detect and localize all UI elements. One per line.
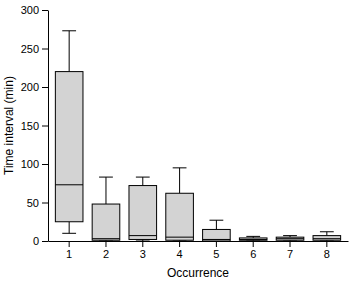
upper-cap — [136, 177, 150, 178]
x-tick-mark — [105, 241, 106, 247]
box — [276, 237, 304, 240]
box-group — [313, 232, 341, 241]
y-tick-label: 250 — [21, 43, 39, 55]
median — [313, 238, 341, 239]
box-group — [55, 31, 83, 234]
box-group — [203, 220, 231, 241]
y-tick-label: 0 — [33, 235, 39, 247]
upper-whisker — [326, 232, 327, 236]
box — [166, 193, 194, 240]
box — [313, 236, 341, 241]
plot: 0 50 100 150 200 250 300 1 2 3 4 5 6 7 8 — [21, 4, 349, 260]
x-axis-line — [49, 241, 349, 242]
y-tick: 250 — [21, 43, 48, 55]
x-tick: 4 — [177, 241, 183, 260]
upper-cap — [62, 30, 76, 31]
y-tick-mark — [42, 87, 48, 88]
y-tick-mark — [42, 164, 48, 165]
y-tick-mark — [42, 49, 48, 50]
y-tick-mark — [42, 126, 48, 127]
x-tick-label: 7 — [287, 248, 293, 260]
upper-cap — [320, 231, 334, 232]
y-tick: 150 — [21, 120, 48, 132]
x-axis: 1 2 3 4 5 6 7 8 — [49, 241, 349, 260]
x-tick: 2 — [103, 241, 109, 260]
y-tick-label: 50 — [27, 197, 39, 209]
box — [92, 204, 120, 240]
y-tick-label: 150 — [21, 120, 39, 132]
x-tick-label: 2 — [103, 248, 109, 260]
x-tick-mark — [179, 241, 180, 247]
y-tick: 0 — [33, 235, 48, 247]
y-tick: 300 — [21, 4, 48, 16]
x-tick: 8 — [324, 241, 330, 260]
x-tick: 6 — [250, 241, 256, 260]
y-axis-title: Time interval (min) — [2, 76, 16, 175]
lower-cap — [62, 233, 76, 234]
box-group — [276, 236, 304, 241]
x-tick-label: 1 — [66, 248, 72, 260]
y-axis-line — [48, 11, 49, 242]
x-tick-mark — [142, 241, 143, 247]
upper-whisker — [69, 31, 70, 72]
median — [55, 184, 83, 185]
y-tick-label: 200 — [21, 81, 39, 93]
x-axis-title: Occurrence — [167, 266, 229, 280]
upper-whisker — [179, 168, 180, 193]
x-tick: 5 — [213, 241, 219, 260]
box-group — [92, 177, 120, 241]
y-axis: 0 50 100 150 200 250 300 — [21, 4, 49, 247]
x-tick-label: 6 — [250, 248, 256, 260]
upper-cap — [246, 236, 260, 237]
box — [203, 229, 231, 241]
x-tick-label: 8 — [324, 248, 330, 260]
box-group — [239, 236, 267, 241]
median — [166, 237, 194, 238]
upper-whisker — [216, 220, 217, 229]
box — [129, 186, 157, 240]
median — [129, 235, 157, 236]
median — [92, 238, 120, 239]
box-group — [129, 177, 157, 241]
x-tick-mark — [69, 241, 70, 247]
median — [276, 238, 304, 239]
x-tick: 3 — [140, 241, 146, 260]
y-tick: 50 — [27, 197, 48, 209]
upper-cap — [210, 220, 224, 221]
x-tick-label: 5 — [213, 248, 219, 260]
x-tick-mark — [290, 241, 291, 247]
upper-whisker — [105, 177, 106, 204]
x-tick: 1 — [66, 241, 72, 260]
box — [55, 72, 83, 222]
box — [239, 238, 267, 240]
x-tick: 7 — [287, 241, 293, 260]
y-tick-label: 300 — [21, 4, 39, 16]
upper-whisker — [142, 177, 143, 185]
median — [203, 239, 231, 240]
y-tick: 100 — [21, 158, 48, 170]
upper-cap — [283, 235, 297, 236]
chart: 0 50 100 150 200 250 300 1 2 3 4 5 6 7 8 Occurrence Time… — [0, 0, 356, 285]
x-tick-mark — [326, 241, 327, 247]
lower-cap — [136, 241, 150, 242]
y-tick-mark — [42, 10, 48, 11]
x-tick-mark — [216, 241, 217, 247]
x-tick-mark — [253, 241, 254, 247]
y-tick-mark — [42, 203, 48, 204]
y-tick: 200 — [21, 81, 48, 93]
y-tick-label: 100 — [21, 158, 39, 170]
boxes — [55, 31, 340, 241]
upper-cap — [173, 167, 187, 168]
x-tick-label: 3 — [140, 248, 146, 260]
box-group — [166, 168, 194, 241]
upper-cap — [99, 177, 113, 178]
median — [239, 239, 267, 240]
x-tick-label: 4 — [177, 248, 183, 260]
lower-whisker — [69, 222, 70, 234]
y-tick-mark — [42, 241, 48, 242]
